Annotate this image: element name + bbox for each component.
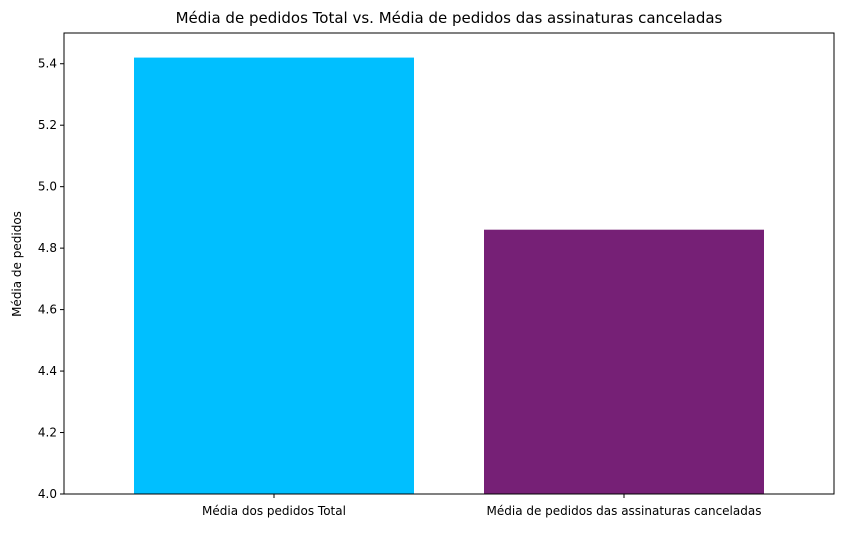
y-axis-label: Média de pedidos xyxy=(10,211,24,317)
plot-frame xyxy=(63,32,835,495)
x-tick-label: Média dos pedidos Total xyxy=(202,504,346,518)
bars-group xyxy=(134,57,764,494)
y-axis-ticks: 4.0 4.2 4.4 4.6 4.8 5.0 5.2 5.4 xyxy=(38,57,64,501)
y-tick-label: 5.4 xyxy=(38,57,57,71)
y-tick-label: 4.4 xyxy=(38,364,57,378)
y-tick-label: 4.8 xyxy=(38,241,57,255)
y-tick-label: 4.2 xyxy=(38,426,57,440)
x-tick-label: Média de pedidos das assinaturas cancela… xyxy=(487,504,762,518)
y-tick-label: 4.6 xyxy=(38,303,57,317)
y-tick-label: 5.0 xyxy=(38,180,57,194)
bar-2 xyxy=(484,229,764,494)
y-tick-label: 4.0 xyxy=(38,487,57,501)
bar-1 xyxy=(134,57,414,494)
chart-title: Média de pedidos Total vs. Média de pedi… xyxy=(176,9,723,27)
x-axis-ticks: Média dos pedidos Total Média de pedidos … xyxy=(202,494,761,518)
y-tick-label: 5.2 xyxy=(38,118,57,132)
